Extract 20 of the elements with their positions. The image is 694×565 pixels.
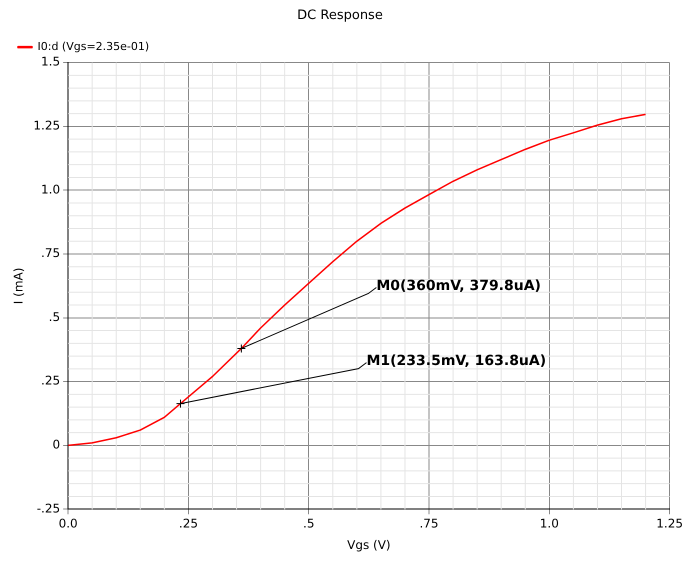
y-tick-label: 1.0	[41, 182, 60, 196]
y-tick-label: -.25	[36, 501, 60, 516]
annotation: M1(233.5mV, 163.8uA)	[366, 353, 546, 370]
y-tick-label: .5	[48, 310, 60, 324]
x-tick-label: 0.0	[58, 516, 78, 531]
y-axis-title: I (mA)	[11, 268, 26, 304]
x-tick-label: 1.0	[540, 516, 559, 531]
chart-title: DC Response	[297, 8, 383, 24]
y-tick-label: 0	[52, 438, 60, 452]
y-tick-label: .25	[41, 374, 60, 388]
y-tick-label: 1.25	[33, 118, 60, 133]
x-tick-label: .25	[178, 516, 198, 531]
x-axis-title: Vgs (V)	[347, 538, 391, 552]
y-tick-label: 1.5	[41, 54, 60, 69]
legend-label: I0:d (Vgs=2.35e-01)	[38, 40, 150, 53]
x-tick-label: .75	[419, 516, 439, 531]
x-tick-label: 1.25	[656, 516, 683, 531]
y-tick-label: .75	[41, 246, 60, 260]
annotation: M0(360mV, 379.8uA)	[376, 278, 541, 294]
x-tick-label: .5	[303, 516, 314, 531]
